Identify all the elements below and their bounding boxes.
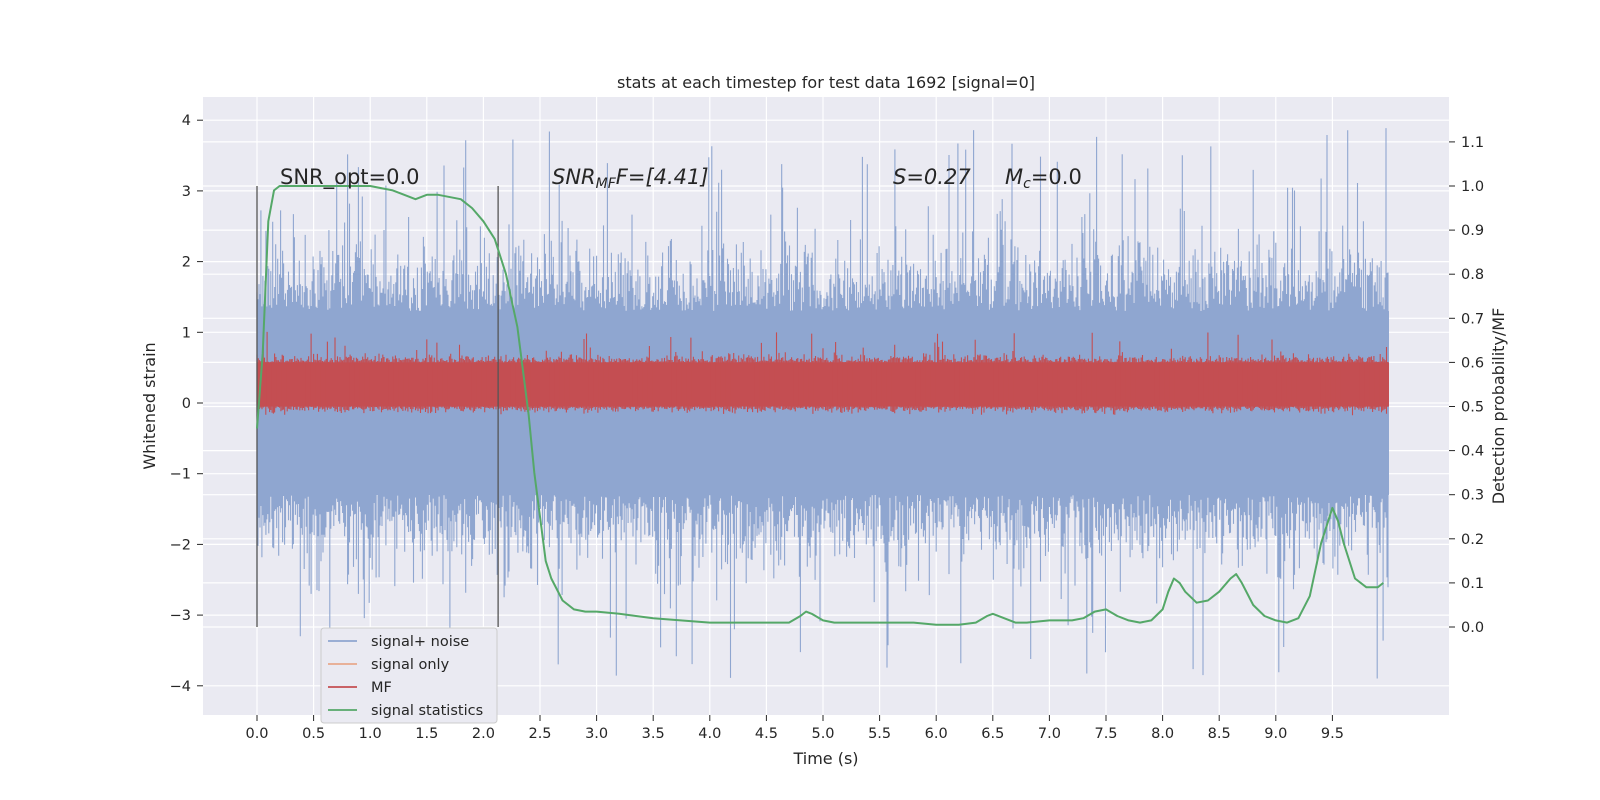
x-tick-label: 0.5: [302, 726, 325, 742]
x-tick-label: 8.0: [1151, 726, 1174, 742]
y2-tick-label: 0.5: [1461, 400, 1484, 416]
y-tick-label: 3: [182, 184, 191, 200]
annotation-snr-mf: SNRMFF=[4.41]: [552, 165, 709, 192]
annotation-s-value: S=0.27: [893, 165, 971, 189]
y2-tick-label: 0.4: [1461, 444, 1484, 460]
x-tick-label: 3.5: [642, 726, 665, 742]
x-tick-label: 6.0: [925, 726, 948, 742]
legend-label-signal-noise: signal+ noise: [371, 634, 469, 650]
y2-tick-label: 1.1: [1461, 135, 1484, 151]
x-tick-label: 6.5: [981, 726, 1004, 742]
vertical-markers: [256, 186, 499, 627]
x-tick-label: 8.5: [1208, 726, 1231, 742]
annotation-snr-mf-sub: MF: [596, 176, 617, 192]
axis-ticks: 0.0 0.5 1.0 1.5 2.0 2.5 3.0 3.5 4.0 4.5 5.0 5.5 6.0 6…: [170, 113, 1484, 742]
y2-tick-label: 1.0: [1461, 179, 1484, 195]
y-tick-label: 1: [182, 325, 191, 341]
y2-tick-label: 0.8: [1461, 267, 1484, 283]
y-axis-label: Whitened strain: [140, 342, 159, 469]
annotation-mc-suffix: =0.0: [1031, 165, 1082, 189]
y2-tick-label: 0.7: [1461, 311, 1484, 327]
legend-label-signal-only: signal only: [371, 657, 450, 673]
y2-tick-label: 0.2: [1461, 532, 1484, 548]
annotation-snr-mf-suffix: F=[4.41]: [616, 165, 709, 189]
y-tick-label: −2: [170, 537, 191, 553]
x-tick-label: 7.0: [1038, 726, 1061, 742]
x-axis-label: Time (s): [792, 749, 858, 768]
annotation-mc-sub: c: [1023, 176, 1031, 192]
x-tick-label: 1.5: [415, 726, 438, 742]
y2-tick-label: 0.9: [1461, 223, 1484, 239]
y2-tick-label: 0.1: [1461, 576, 1484, 592]
annotation-mc-prefix: M: [1005, 165, 1023, 189]
annotation-mc: Mc=0.0: [1005, 165, 1082, 192]
y2-tick-label: 0.6: [1461, 355, 1484, 371]
annotation-snr-mf-prefix: SNR: [552, 165, 596, 189]
x-tick-label: 1.0: [359, 726, 382, 742]
y-tick-label: −3: [170, 608, 191, 624]
annotation-snr-opt: SNR_opt=0.0: [280, 165, 420, 190]
signal-statistics-series: [256, 185, 1384, 626]
annotation-s: S=0.27: [893, 165, 971, 189]
y2-axis-label: Detection probability/MF: [1489, 308, 1508, 505]
y2-tick-label: 0.3: [1461, 488, 1484, 504]
mf-series: [256, 331, 1389, 416]
x-tick-label: 3.0: [585, 726, 608, 742]
x-tick-label: 5.5: [868, 726, 891, 742]
signal-statistics-line: [256, 185, 1384, 626]
legend-label-signal-statistics: signal statistics: [371, 703, 483, 719]
x-tick-label: 5.0: [811, 726, 834, 742]
chart-title: stats at each timestep for test data 169…: [617, 73, 1035, 92]
y-tick-label: −4: [170, 679, 191, 695]
x-tick-label: 2.0: [472, 726, 495, 742]
y-tick-label: −1: [170, 467, 191, 483]
x-tick-label: 4.0: [698, 726, 721, 742]
x-tick-label: 2.5: [528, 726, 551, 742]
x-tick-label: 9.5: [1321, 726, 1344, 742]
x-tick-label: 9.0: [1264, 726, 1287, 742]
y-tick-label: 0: [182, 396, 191, 412]
y2-tick-label: 0.0: [1461, 620, 1484, 636]
x-tick-label: 7.5: [1094, 726, 1117, 742]
y-tick-label: 2: [182, 255, 191, 271]
x-tick-label: 0.0: [245, 726, 268, 742]
legend-box: [320, 627, 498, 724]
legend: signal+ noise signal only MF signal stat…: [320, 627, 498, 724]
legend-label-mf: MF: [371, 680, 392, 696]
x-tick-label: 4.5: [755, 726, 778, 742]
y-tick-label: 4: [182, 113, 191, 129]
